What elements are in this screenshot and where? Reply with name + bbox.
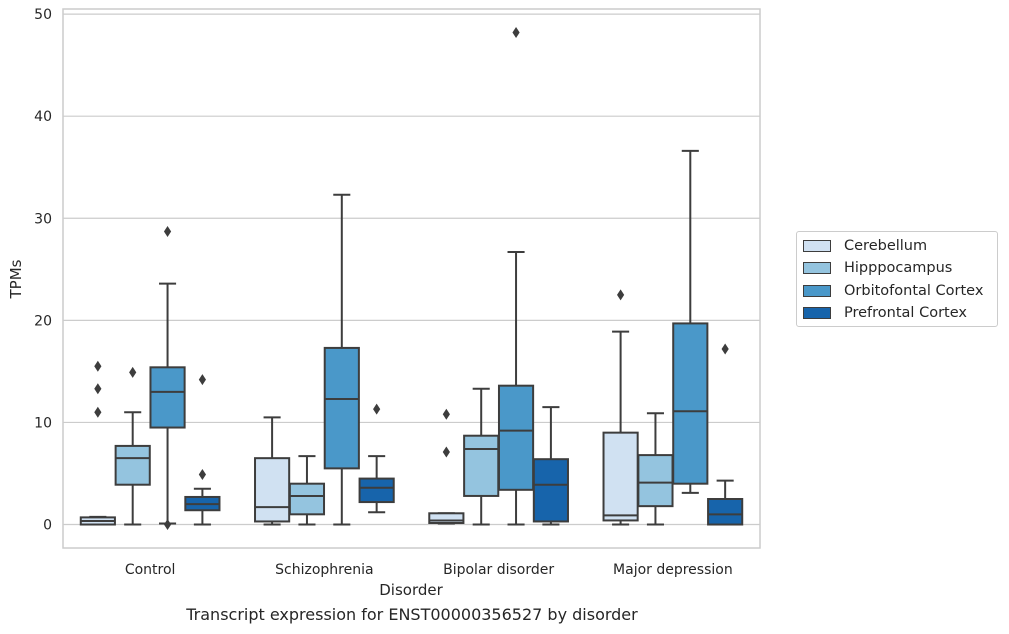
legend-label: Orbitofontal Cortex bbox=[844, 283, 984, 299]
outlier-point bbox=[512, 26, 520, 38]
box bbox=[428, 512, 465, 524]
legend-label: Prefrontal Cortex bbox=[844, 305, 967, 321]
box bbox=[254, 457, 291, 523]
box bbox=[323, 346, 360, 470]
box bbox=[358, 477, 395, 504]
category-group bbox=[254, 193, 395, 526]
outlier-point bbox=[721, 343, 729, 355]
legend-label: Cerebellum bbox=[844, 238, 928, 254]
category-group bbox=[79, 226, 221, 531]
outlier-point bbox=[94, 360, 102, 372]
y-axis-title: TPMs bbox=[7, 259, 25, 299]
legend-item-prefrontal-cortex: Prefrontal Cortex bbox=[803, 303, 967, 323]
legend-item-hippocampus: Hipppocampus bbox=[803, 258, 952, 278]
x-tick-label: Bipolar disorder bbox=[443, 562, 554, 578]
outlier-point bbox=[442, 446, 450, 458]
y-tick-label: 20 bbox=[34, 313, 52, 329]
plot-frame bbox=[62, 8, 761, 549]
y-tick-label: 40 bbox=[34, 109, 52, 125]
x-tick-label: Schizophrenia bbox=[275, 562, 373, 578]
category-group bbox=[602, 149, 744, 526]
box bbox=[672, 322, 709, 485]
x-axis-title: Disorder bbox=[379, 581, 443, 599]
legend-item-cerebellum: Cerebellum bbox=[803, 236, 927, 256]
box bbox=[602, 431, 639, 522]
legend: Cerebellum Hipppocampus Orbitofontal Cor… bbox=[796, 231, 998, 327]
outlier-point bbox=[163, 519, 172, 531]
x-tick-label: Control bbox=[125, 562, 176, 578]
legend-swatch-orbitofrontal-cortex bbox=[803, 285, 831, 297]
box-groups bbox=[79, 26, 744, 531]
y-tick-label: 10 bbox=[34, 415, 52, 431]
y-tick-label: 30 bbox=[34, 211, 52, 227]
outlier-point bbox=[198, 374, 206, 386]
legend-label: Hipppocampus bbox=[844, 260, 953, 276]
legend-swatch-prefrontal-cortex bbox=[803, 307, 831, 319]
box bbox=[114, 444, 151, 486]
outlier-point bbox=[617, 289, 625, 301]
outlier-point bbox=[442, 408, 450, 420]
outlier-point bbox=[129, 366, 137, 378]
legend-swatch-cerebellum bbox=[803, 240, 831, 252]
legend-swatch-hippocampus bbox=[803, 262, 831, 274]
box bbox=[288, 482, 326, 516]
outlier-point bbox=[94, 383, 102, 395]
box bbox=[497, 384, 535, 491]
outlier-point bbox=[198, 469, 206, 480]
outlier-point bbox=[163, 226, 172, 238]
box bbox=[463, 434, 500, 497]
box bbox=[637, 454, 674, 508]
outlier-point bbox=[94, 406, 102, 418]
y-tick-labels: 0 10 20 30 40 50 bbox=[34, 7, 52, 533]
outlier-point bbox=[373, 403, 381, 415]
box bbox=[532, 458, 569, 523]
y-tick-label: 50 bbox=[34, 7, 52, 23]
x-tick-labels: Control Schizophrenia Bipolar disorder Majo… bbox=[125, 562, 733, 578]
legend-item-orbitofrontal-cortex: Orbitofontal Cortex bbox=[803, 281, 983, 301]
y-tick-label: 0 bbox=[43, 518, 52, 534]
category-group bbox=[428, 26, 569, 526]
box bbox=[149, 366, 186, 429]
figure-caption: Transcript expression for ENST0000035652… bbox=[186, 605, 638, 624]
box bbox=[707, 498, 744, 526]
x-tick-label: Major depression bbox=[613, 562, 733, 578]
